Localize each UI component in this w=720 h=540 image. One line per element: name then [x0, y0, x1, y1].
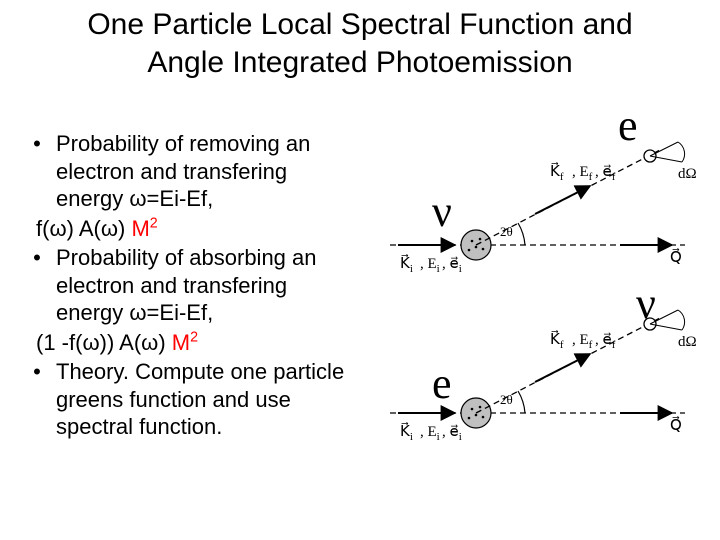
bullet-2-text: Probability of absorbing an electron and…: [56, 244, 358, 327]
bullet-dot: •: [18, 130, 56, 213]
bullet-2: • Probability of absorbing an electron a…: [18, 244, 358, 327]
bullet-1: • Probability of removing an electron an…: [18, 130, 358, 213]
svg-text:, e⃗f: , e⃗f: [595, 332, 616, 351]
svg-text:, e⃗i: , e⃗i: [442, 424, 462, 443]
label-e-lower: e: [432, 362, 452, 406]
svg-text:K⃗i: K⃗i: [400, 253, 413, 275]
formula-2-sup: 2: [190, 329, 198, 345]
svg-text:Q⃗: Q⃗: [670, 247, 682, 266]
svg-text:2θ: 2θ: [500, 392, 513, 407]
svg-text:, Ef: , Ef: [572, 164, 593, 183]
svg-text:, e⃗i: , e⃗i: [442, 256, 462, 275]
title-line-2: Angle Integrated Photoemission: [147, 46, 572, 79]
formula-2: (1 -f(ω)) A(ω) M2: [36, 329, 358, 357]
svg-text:dΩ: dΩ: [678, 166, 697, 182]
formula-2-a: (1 -f(ω)) A(ω): [36, 330, 172, 355]
bullet-dot: •: [18, 244, 56, 327]
svg-text:K⃗i: K⃗i: [400, 421, 413, 443]
formula-1-a: f(ω) A(ω): [36, 216, 131, 241]
label-nu-upper: ν: [432, 190, 452, 234]
slide-title: One Particle Local Spectral Function and…: [0, 6, 720, 81]
formula-1-sup: 2: [150, 215, 158, 231]
svg-text:Q⃗: Q⃗: [670, 415, 682, 434]
bullet-dot: •: [18, 358, 56, 441]
svg-text:, Ei: , Ei: [420, 256, 440, 275]
scattering-diagram-upper: K⃗i , Ei , e⃗i K⃗f , Ef , e⃗f Q⃗ dΩ 2θ: [380, 130, 700, 280]
svg-text:2θ: 2θ: [500, 224, 513, 239]
svg-text:, e⃗f: , e⃗f: [595, 164, 616, 183]
svg-text:K⃗f: K⃗f: [550, 161, 564, 183]
formula-2-m: M: [172, 330, 190, 355]
svg-text:, Ef: , Ef: [572, 332, 593, 351]
bullet-3: • Theory. Compute one particle greens fu…: [18, 358, 358, 441]
bullet-1-text: Probability of removing an electron and …: [56, 130, 358, 213]
title-line-1: One Particle Local Spectral Function and: [87, 8, 632, 41]
label-nu-lower: ν: [636, 282, 656, 326]
svg-text:, Ei: , Ei: [420, 424, 440, 443]
svg-text:dΩ: dΩ: [678, 334, 697, 350]
body-text: • Probability of removing an electron an…: [18, 130, 358, 443]
formula-1-m: M: [131, 216, 149, 241]
label-e-upper: e: [618, 104, 638, 148]
svg-text:K⃗f: K⃗f: [550, 329, 564, 351]
bullet-3-text: Theory. Compute one particle greens func…: [56, 358, 358, 441]
formula-1: f(ω) A(ω) M2: [36, 215, 358, 243]
